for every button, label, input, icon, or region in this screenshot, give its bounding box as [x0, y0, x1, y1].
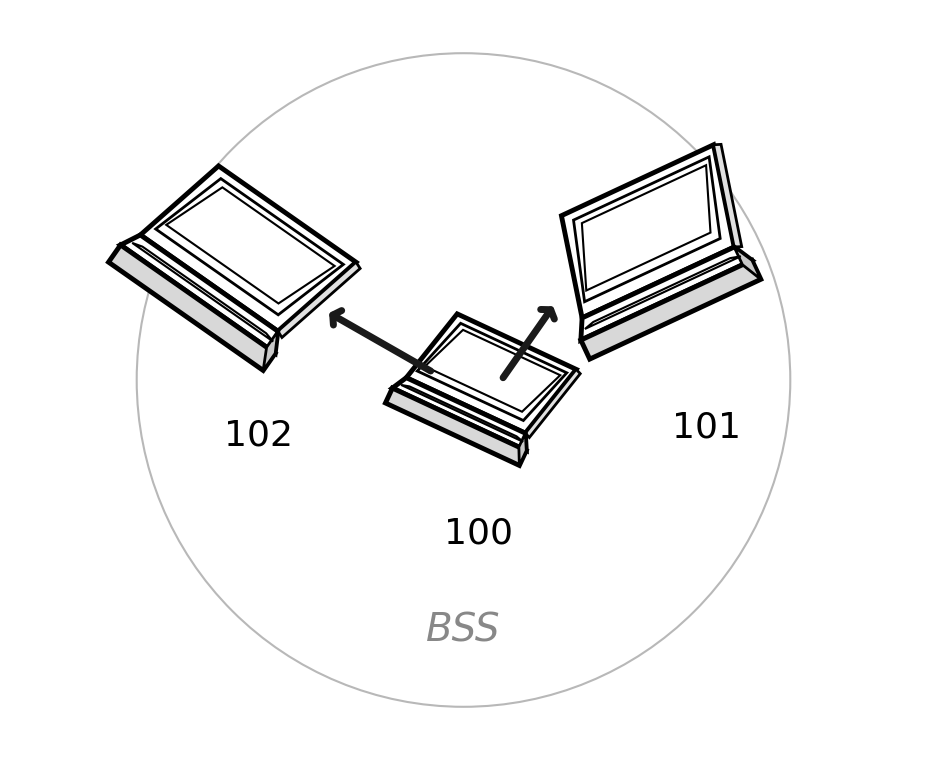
Polygon shape: [156, 179, 343, 315]
Polygon shape: [278, 262, 361, 337]
Polygon shape: [263, 331, 278, 370]
Polygon shape: [581, 247, 752, 340]
Polygon shape: [425, 330, 560, 412]
Polygon shape: [392, 378, 527, 451]
Polygon shape: [574, 157, 720, 302]
Polygon shape: [140, 166, 356, 331]
Polygon shape: [734, 247, 761, 280]
Polygon shape: [133, 243, 273, 341]
Polygon shape: [406, 314, 577, 433]
Polygon shape: [585, 256, 741, 329]
Polygon shape: [582, 165, 710, 290]
Polygon shape: [562, 144, 734, 318]
Polygon shape: [519, 433, 527, 465]
Polygon shape: [108, 245, 275, 370]
Polygon shape: [526, 369, 580, 438]
Polygon shape: [401, 385, 523, 442]
Text: BSS: BSS: [426, 612, 501, 650]
Polygon shape: [714, 144, 742, 247]
Polygon shape: [417, 323, 566, 420]
Polygon shape: [166, 188, 335, 303]
Text: 101: 101: [672, 410, 742, 445]
Polygon shape: [121, 235, 278, 353]
Text: 102: 102: [223, 418, 293, 452]
Text: 100: 100: [444, 517, 514, 551]
Polygon shape: [386, 388, 527, 465]
Polygon shape: [581, 261, 761, 359]
